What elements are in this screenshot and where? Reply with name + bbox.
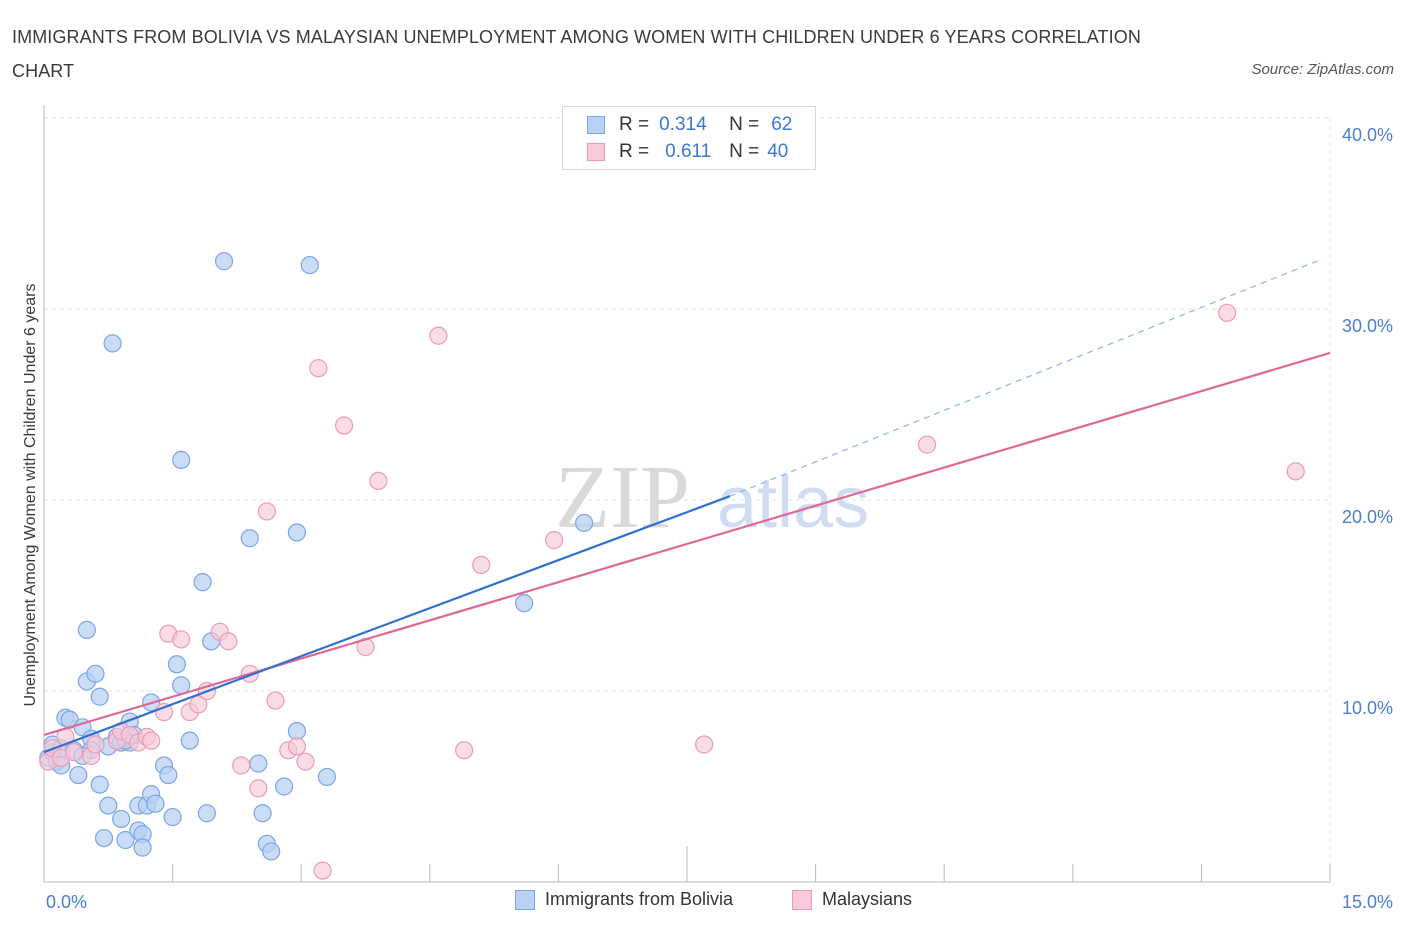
y-axis-label: Unemployment Among Women with Children U…	[22, 283, 39, 707]
bolivia-point	[159, 765, 178, 785]
bolivia-point	[90, 687, 109, 706]
x-tick-label: 15.0%	[1342, 892, 1393, 912]
series-malaysians-points	[39, 303, 1305, 880]
bolivia-point	[197, 804, 216, 823]
legend-label-malaysians: Malaysians	[822, 889, 913, 909]
trend-lines	[43, 258, 1331, 754]
malaysians-point	[545, 531, 564, 550]
malaysians-point	[917, 435, 937, 454]
malaysians-point	[334, 416, 354, 435]
malaysians-point	[1218, 303, 1237, 322]
r-value: 0.611	[665, 141, 712, 162]
source-credit: Source: ZipAtlas.com	[1251, 61, 1394, 78]
bolivia-point	[133, 838, 152, 857]
bolivia-point	[180, 731, 199, 750]
n-label: N =	[729, 141, 760, 162]
malaysians-point	[296, 752, 315, 771]
malaysians-point	[189, 695, 208, 714]
bolivia-point	[90, 775, 109, 794]
bolivia-trend-extension	[729, 258, 1322, 497]
malaysians-point	[454, 741, 474, 760]
bolivia-point	[253, 804, 272, 823]
r-label: R =	[619, 114, 650, 135]
bolivia-point	[262, 842, 281, 861]
bolivia-point	[193, 573, 212, 592]
bolivia-point	[575, 513, 594, 533]
tick-labels: 10.0% 20.0% 30.0% 40.0% 0.0% 15.0%	[46, 125, 1393, 912]
bolivia-point	[515, 594, 534, 613]
bolivia-point	[300, 255, 319, 275]
n-value: 40	[767, 141, 789, 162]
malaysians-point	[1286, 462, 1305, 481]
malaysians-point	[86, 735, 105, 754]
bolivia-point	[172, 450, 191, 469]
bolivia-point	[214, 252, 234, 271]
series-legend: Immigrants from Bolivia Malaysians	[0, 889, 1406, 915]
malaysians-point	[64, 743, 84, 762]
malaysians-swatch	[792, 889, 812, 910]
bolivia-point	[287, 523, 307, 542]
stats-row-malaysians: R = 0.611 N = 40	[587, 140, 788, 164]
malaysians-point	[172, 630, 191, 649]
r-value: 0.314	[659, 114, 707, 135]
bolivia-point	[103, 334, 122, 353]
malaysians-point	[429, 326, 448, 345]
n-value: 62	[771, 114, 793, 135]
legend-item-bolivia: Immigrants from Bolivia	[515, 889, 733, 910]
bolivia-point	[69, 765, 88, 785]
bolivia-point	[146, 794, 165, 813]
y-tick-label: 30.0%	[1342, 316, 1393, 336]
legend-item-malaysians: Malaysians	[792, 889, 912, 910]
malaysians-point	[257, 502, 277, 521]
bolivia-point	[86, 664, 105, 683]
stats-legend: R = 0.314 N = 62 R = 0.611 N = 40	[562, 106, 816, 170]
malaysians-point	[313, 861, 332, 880]
x-tick-label: 0.0%	[46, 892, 87, 912]
malaysians-swatch	[587, 143, 605, 161]
bolivia-point	[112, 809, 131, 829]
malaysians-trend-line	[43, 351, 1331, 736]
bolivia-point	[249, 754, 268, 773]
chart-title: IMMIGRANTS FROM BOLIVIA VS MALAYSIAN UNE…	[12, 27, 1141, 81]
malaysians-point	[266, 691, 285, 710]
bolivia-point	[317, 767, 337, 787]
legend-label-bolivia: Immigrants from Bolivia	[545, 889, 734, 909]
watermark-zip: ZIP	[555, 448, 690, 547]
malaysians-point	[249, 779, 268, 798]
bolivia-point	[167, 655, 186, 674]
bolivia-point	[99, 796, 118, 815]
n-label: N =	[729, 114, 760, 135]
malaysians-point	[369, 471, 388, 490]
malaysians-point	[287, 737, 307, 756]
series-bolivia-points	[39, 252, 594, 861]
bolivia-trend-line	[43, 495, 731, 754]
malaysians-point	[309, 359, 328, 378]
bolivia-point	[77, 620, 96, 639]
bolivia-point	[163, 807, 182, 827]
r-label: R =	[619, 141, 650, 162]
bolivia-swatch	[587, 116, 605, 134]
malaysians-point	[232, 756, 251, 775]
watermark-atlas: atlas	[717, 463, 869, 543]
y-tick-label: 10.0%	[1342, 698, 1393, 718]
malaysians-point	[142, 731, 161, 750]
watermark: ZIP atlas	[555, 448, 869, 547]
malaysians-point	[695, 735, 714, 754]
bolivia-point	[172, 676, 191, 695]
bolivia-point	[94, 828, 114, 848]
malaysians-point	[472, 555, 491, 575]
malaysians-point	[219, 632, 238, 651]
stats-row-bolivia: R = 0.314 N = 62	[587, 113, 792, 137]
bolivia-point	[240, 529, 259, 548]
bolivia-swatch	[515, 889, 535, 910]
bolivia-point	[116, 830, 135, 850]
y-tick-label: 40.0%	[1342, 125, 1393, 145]
bolivia-point	[287, 722, 307, 741]
y-tick-label: 20.0%	[1342, 507, 1393, 527]
bolivia-point	[274, 777, 294, 796]
